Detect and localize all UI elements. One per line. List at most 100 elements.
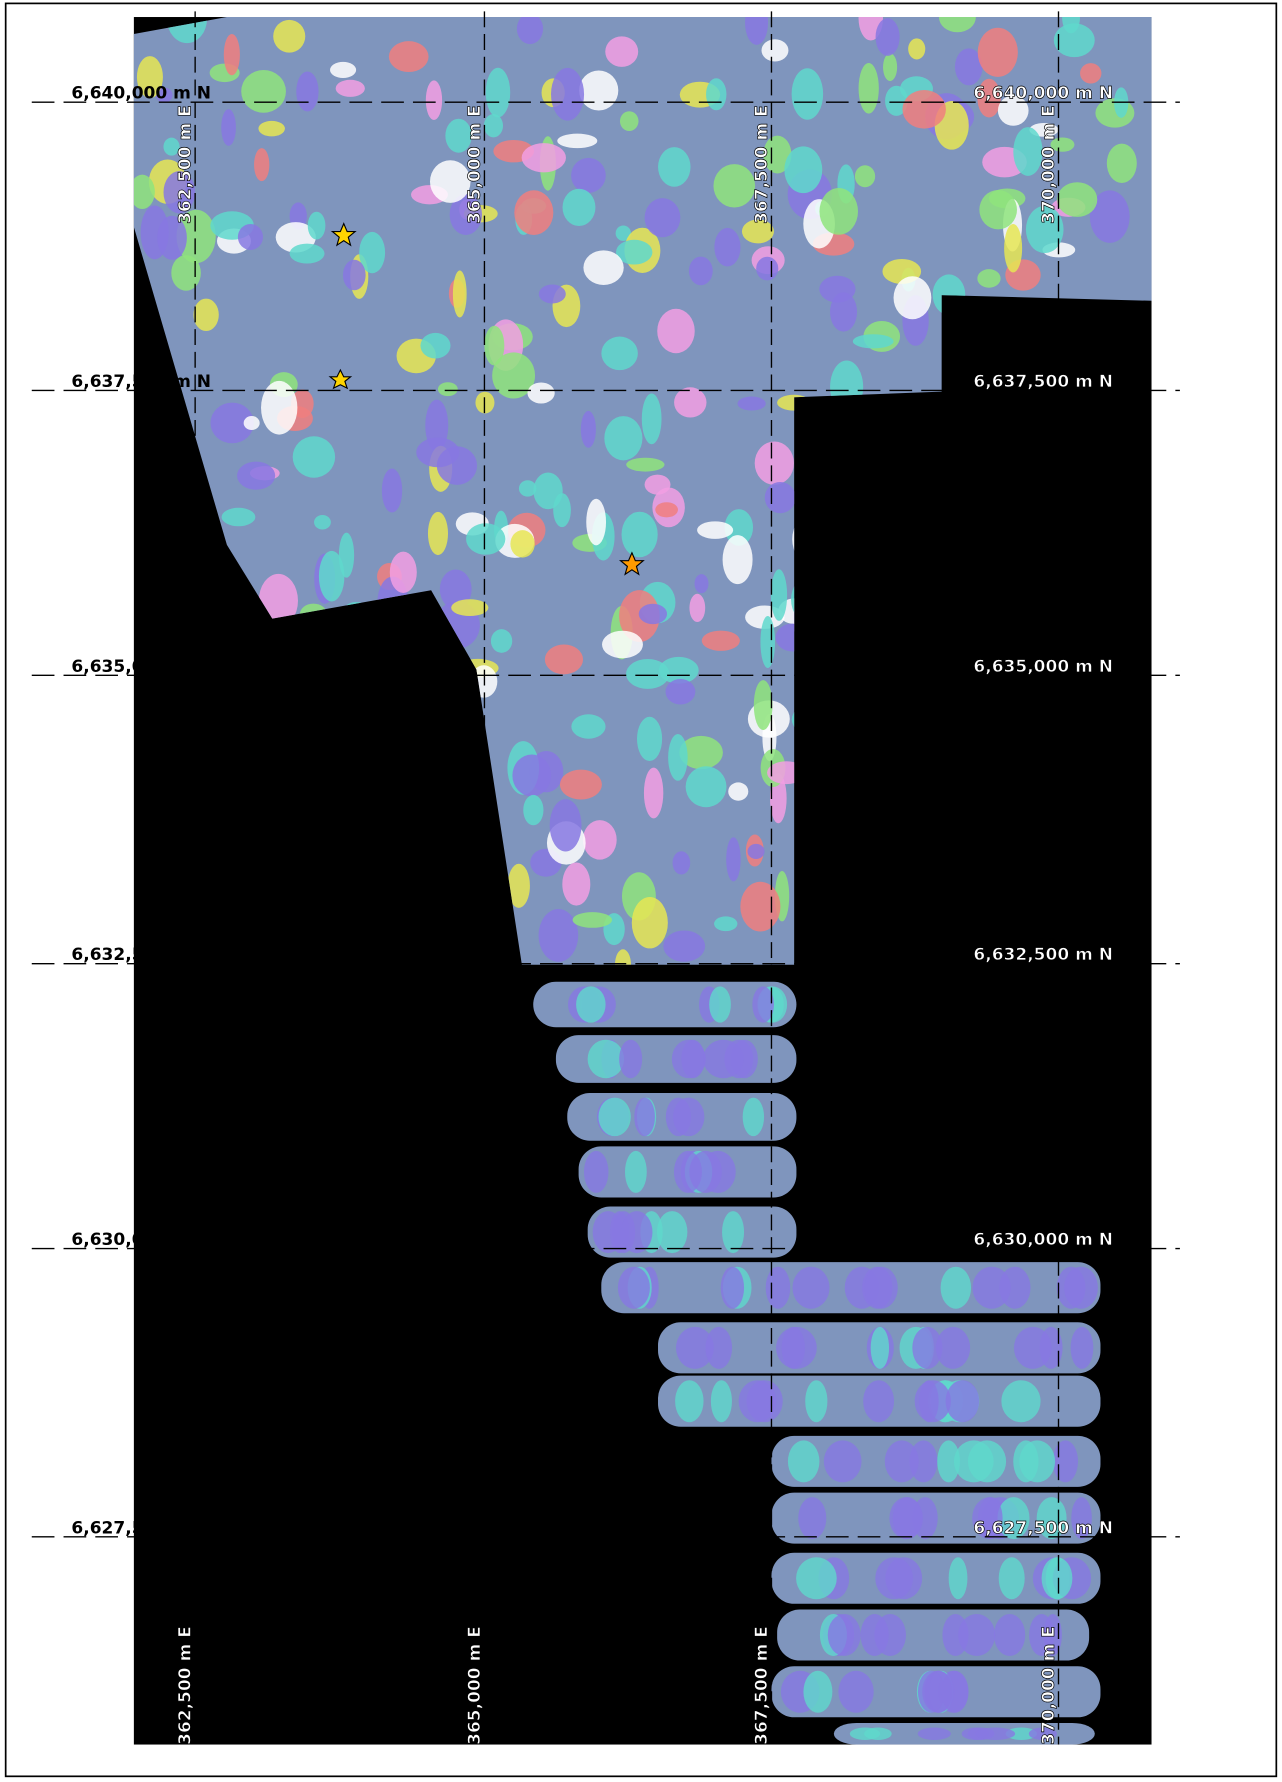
anomaly <box>743 1098 764 1137</box>
anomaly <box>689 594 705 622</box>
anomaly <box>705 1327 732 1369</box>
anomaly <box>941 1267 971 1309</box>
anomaly <box>171 255 201 291</box>
easting-label-bottom: 362,500 m E <box>176 1626 196 1745</box>
anomaly <box>702 631 740 651</box>
anomaly <box>894 276 932 319</box>
anomaly <box>1071 1327 1094 1369</box>
anomaly <box>689 257 713 286</box>
anomaly <box>598 1098 630 1137</box>
anomaly <box>918 1728 951 1740</box>
anomaly <box>949 1557 968 1599</box>
northing-label-left: 6,632,500 m N <box>71 945 211 965</box>
anomaly <box>1001 1380 1040 1422</box>
anomaly <box>619 1040 642 1079</box>
anomaly <box>865 1267 898 1309</box>
northing-label-right: 6,637,500 m N <box>973 372 1113 392</box>
anomaly <box>782 1327 805 1369</box>
anomaly <box>975 1728 1015 1740</box>
northing-label-left: 6,637,500 m N <box>71 372 211 392</box>
easting-label-bottom: 365,000 m E <box>465 1626 485 1745</box>
anomaly <box>621 1211 652 1253</box>
anomaly <box>273 20 305 53</box>
anomaly <box>514 190 553 235</box>
anomaly <box>601 337 637 371</box>
anomaly <box>222 508 256 527</box>
anomaly <box>254 148 269 181</box>
anomaly <box>1004 224 1022 272</box>
anomaly <box>1107 144 1137 183</box>
anomaly <box>695 574 709 593</box>
anomaly <box>221 109 236 146</box>
anomaly <box>788 1440 820 1482</box>
anomaly <box>876 18 900 56</box>
anomaly <box>672 1040 706 1079</box>
anomaly <box>792 1267 829 1309</box>
anomaly <box>605 36 638 67</box>
anomaly <box>258 121 284 136</box>
anomaly <box>1057 182 1097 217</box>
anomaly <box>389 41 429 72</box>
anomaly <box>711 1380 732 1422</box>
anomaly <box>238 224 263 250</box>
anomaly <box>512 754 551 796</box>
anomaly <box>675 1380 703 1422</box>
anomaly <box>748 844 765 859</box>
anomaly <box>426 80 442 120</box>
anomaly <box>999 1557 1025 1599</box>
anomaly <box>915 1380 951 1422</box>
anomaly <box>562 863 590 906</box>
anomaly <box>697 521 733 538</box>
anomaly <box>885 1440 919 1482</box>
anomaly <box>714 228 740 267</box>
anomaly <box>451 599 488 616</box>
anomaly <box>668 734 688 781</box>
anomaly <box>642 393 662 444</box>
anomaly <box>756 257 778 281</box>
anomaly <box>666 679 696 704</box>
easting-label-top: 367,500 m E <box>752 105 772 224</box>
anomaly <box>863 1380 894 1422</box>
anomaly <box>941 1671 968 1713</box>
map-figure: 362,500 m E 362,500 m E 365,000 m E 365,000… <box>0 0 1282 1782</box>
anomaly <box>657 309 695 353</box>
anomaly <box>438 382 458 396</box>
anomaly <box>723 535 753 584</box>
anomaly <box>390 552 417 593</box>
anomaly <box>618 1267 650 1309</box>
anomaly <box>517 13 543 44</box>
anomaly <box>657 1211 687 1253</box>
anomaly <box>584 1151 608 1193</box>
anomaly <box>859 63 879 114</box>
easting-label-top: 365,000 m E <box>465 105 485 224</box>
anomaly <box>319 551 345 602</box>
anomaly <box>828 1614 861 1656</box>
northing-label-left: 6,635,000 m N <box>71 657 211 677</box>
northing-label-right: 6,632,500 m N <box>973 945 1113 965</box>
anomaly <box>510 530 534 557</box>
anomaly <box>293 436 335 477</box>
anomaly <box>573 912 612 928</box>
anomaly <box>560 770 602 800</box>
anomaly <box>237 462 275 490</box>
anomaly <box>626 458 664 472</box>
anomaly <box>805 1380 827 1422</box>
anomaly <box>658 147 690 187</box>
anomaly <box>527 382 554 403</box>
easting-label-top: 362,500 m E <box>176 105 196 224</box>
anomaly <box>571 714 605 738</box>
anomaly <box>261 381 297 435</box>
anomaly <box>244 416 260 430</box>
anomaly <box>644 768 663 819</box>
easting-label-bottom: 367,500 m E <box>752 1626 772 1745</box>
anomaly <box>936 1327 970 1369</box>
anomaly <box>760 616 775 668</box>
anomaly <box>1053 1440 1078 1482</box>
anomaly <box>765 482 796 513</box>
anomaly <box>1064 1267 1098 1309</box>
anomaly <box>755 441 794 484</box>
anomaly <box>737 397 765 411</box>
anomaly <box>979 190 1017 229</box>
anomaly <box>762 39 789 61</box>
northing-label-right: 6,630,000 m N <box>973 1230 1113 1250</box>
